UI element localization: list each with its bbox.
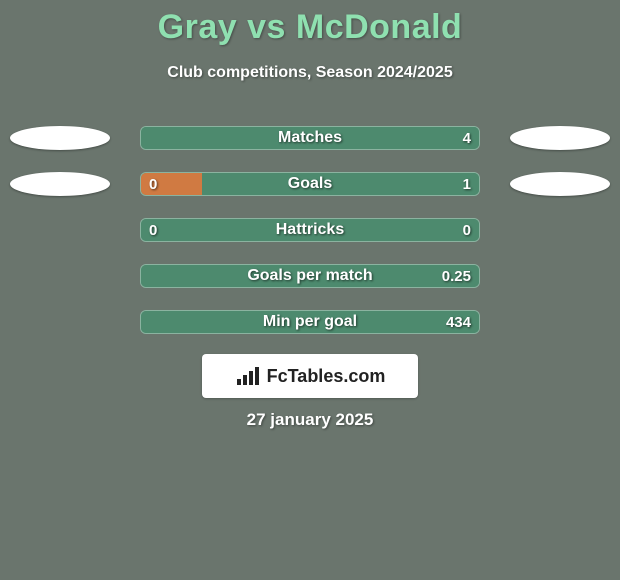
page-title: Gray vs McDonald bbox=[0, 8, 620, 47]
brand-text: FcTables.com bbox=[267, 366, 386, 387]
left-ellipse bbox=[10, 126, 110, 150]
stat-bar-right-fill bbox=[141, 311, 479, 333]
bar-chart-icon bbox=[235, 365, 261, 387]
stat-bar-left-fill bbox=[141, 173, 202, 195]
stat-bar-right-fill bbox=[141, 219, 479, 241]
comparison-canvas: Gray vs McDonald Club competitions, Seas… bbox=[0, 0, 620, 580]
stat-row: Min per goal434 bbox=[0, 310, 620, 334]
stat-bar-right-fill bbox=[202, 173, 479, 195]
stat-bar: Goals01 bbox=[140, 172, 480, 196]
stat-bar-right-fill bbox=[141, 265, 479, 287]
stat-bar: Matches4 bbox=[140, 126, 480, 150]
brand-badge: FcTables.com bbox=[202, 354, 418, 398]
stat-bar-right-fill bbox=[141, 127, 479, 149]
stat-row: Goals per match0.25 bbox=[0, 264, 620, 288]
stat-bar: Min per goal434 bbox=[140, 310, 480, 334]
left-ellipse bbox=[10, 172, 110, 196]
stat-bar: Hattricks00 bbox=[140, 218, 480, 242]
stat-row: Matches4 bbox=[0, 126, 620, 150]
stat-bar: Goals per match0.25 bbox=[140, 264, 480, 288]
subtitle: Club competitions, Season 2024/2025 bbox=[0, 64, 620, 82]
stat-row: Goals01 bbox=[0, 172, 620, 196]
right-ellipse bbox=[510, 126, 610, 150]
stat-row: Hattricks00 bbox=[0, 218, 620, 242]
date-label: 27 january 2025 bbox=[0, 410, 620, 430]
right-ellipse bbox=[510, 172, 610, 196]
